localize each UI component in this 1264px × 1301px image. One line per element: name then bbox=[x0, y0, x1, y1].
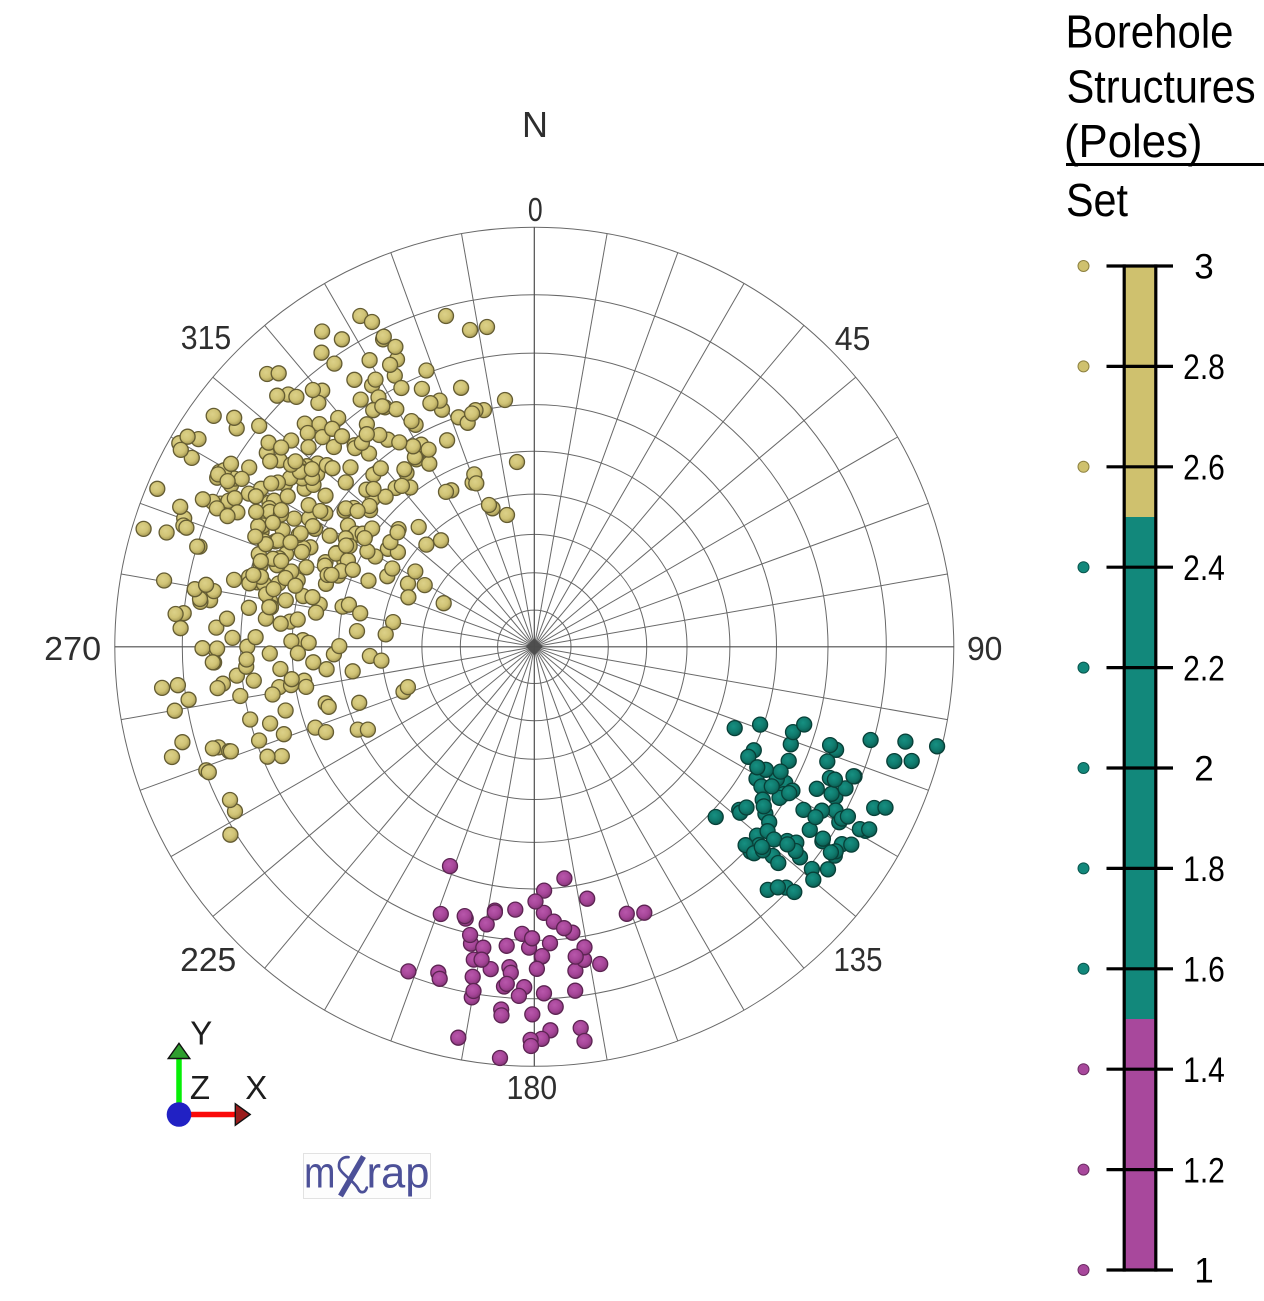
svg-text:90: 90 bbox=[967, 630, 1003, 667]
svg-text:0: 0 bbox=[528, 191, 543, 228]
svg-text:X: X bbox=[245, 1069, 267, 1106]
svg-text:2.6: 2.6 bbox=[1183, 449, 1225, 488]
svg-text:270: 270 bbox=[44, 630, 101, 667]
svg-text:1.6: 1.6 bbox=[1183, 951, 1225, 990]
svg-text:2: 2 bbox=[1194, 750, 1213, 789]
svg-text:1.4: 1.4 bbox=[1183, 1051, 1225, 1090]
svg-text:2.8: 2.8 bbox=[1183, 348, 1225, 387]
svg-text:180: 180 bbox=[507, 1069, 558, 1106]
svg-text:3: 3 bbox=[1194, 248, 1213, 287]
svg-text:225: 225 bbox=[180, 941, 236, 978]
svg-text:135: 135 bbox=[833, 941, 882, 978]
svg-text:45: 45 bbox=[835, 320, 871, 357]
svg-text:(Poles): (Poles) bbox=[1064, 115, 1203, 167]
svg-text:2.4: 2.4 bbox=[1183, 549, 1225, 588]
svg-text:Set: Set bbox=[1066, 174, 1128, 226]
svg-text:1.8: 1.8 bbox=[1183, 850, 1225, 889]
svg-text:2.2: 2.2 bbox=[1183, 649, 1225, 688]
svg-text:1.2: 1.2 bbox=[1183, 1151, 1225, 1190]
svg-text:Y: Y bbox=[190, 1015, 212, 1052]
svg-text:Structures: Structures bbox=[1067, 60, 1256, 112]
svg-text:1: 1 bbox=[1194, 1252, 1213, 1291]
svg-text:m: m bbox=[304, 1149, 336, 1198]
svg-text:315: 315 bbox=[181, 319, 232, 356]
svg-text:Borehole: Borehole bbox=[1066, 6, 1234, 58]
svg-text:Z: Z bbox=[190, 1069, 210, 1106]
svg-text:rap: rap bbox=[367, 1149, 430, 1198]
svg-text:N: N bbox=[522, 104, 548, 145]
